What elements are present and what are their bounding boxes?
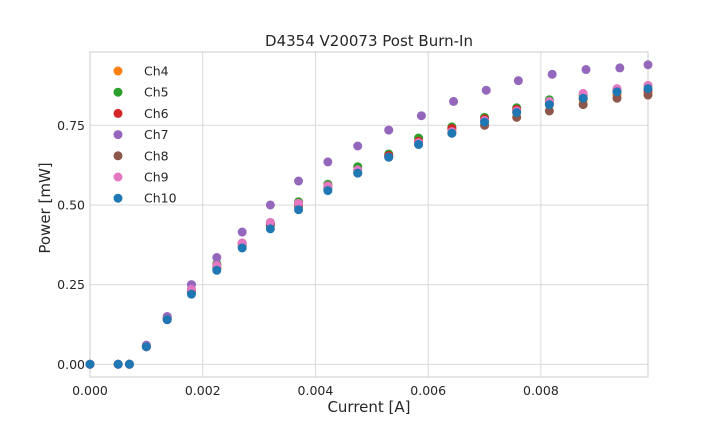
legend-marker-ch8 — [113, 151, 123, 161]
data-point-ch10 — [578, 93, 588, 103]
data-point-ch8 — [544, 106, 554, 116]
data-point-ch7 — [449, 96, 459, 106]
data-point-ch10 — [643, 84, 653, 94]
data-point-ch7 — [481, 85, 491, 95]
legend-label-ch10: Ch10 — [144, 191, 177, 206]
data-point-ch10 — [512, 108, 522, 118]
grid — [89, 52, 648, 377]
data-point-ch10 — [323, 186, 333, 196]
data-point-ch10 — [353, 168, 363, 178]
data-point-ch10 — [480, 117, 490, 127]
data-point-ch10 — [212, 265, 222, 275]
data-point-ch10 — [237, 243, 247, 253]
x-tick-label: 0.000 — [72, 383, 108, 398]
legend-label-ch4: Ch4 — [144, 64, 169, 79]
legend-marker-ch7 — [113, 130, 123, 140]
series-ch10 — [85, 84, 653, 369]
plot-background — [90, 52, 648, 377]
legend-label-ch8: Ch8 — [144, 148, 169, 163]
data-point-ch10 — [544, 100, 554, 110]
y-axis-label: Power [mW] — [36, 162, 54, 253]
legend-label-ch9: Ch9 — [144, 170, 169, 185]
x-tick-label: 0.008 — [523, 383, 559, 398]
data-point-ch10 — [447, 128, 457, 138]
data-point-ch8 — [643, 90, 653, 100]
data-point-ch10 — [186, 289, 196, 299]
data-point-ch9 — [294, 198, 304, 208]
data-point-ch10 — [141, 342, 151, 352]
data-point-ch7 — [513, 76, 523, 86]
data-point-ch7 — [416, 111, 426, 121]
legend: Ch4 Ch5 Ch6 Ch7 Ch8 Ch9 Ch10 — [113, 64, 177, 206]
data-point-ch7 — [265, 200, 275, 210]
legend-marker-ch4 — [113, 66, 123, 76]
legend-label-ch6: Ch6 — [144, 106, 169, 121]
y-tick-label: 0.50 — [57, 197, 85, 212]
data-point-ch10 — [162, 315, 172, 325]
data-point-ch7 — [547, 69, 557, 79]
plot-area: 0.000 0.002 0.004 0.006 0.008 0.00 0.25 0.50 0.7… — [57, 51, 653, 398]
data-point-ch7 — [323, 157, 333, 167]
legend-label-ch7: Ch7 — [144, 127, 169, 142]
y-tick-label: 0.25 — [57, 277, 85, 292]
x-axis-label: Current [A] — [327, 398, 410, 416]
data-point-ch7 — [384, 125, 394, 135]
legend-marker-ch10 — [113, 193, 123, 203]
y-tick-label: 0.00 — [57, 357, 85, 372]
plot-frame — [89, 51, 649, 378]
data-point-ch10 — [124, 359, 134, 369]
legend-marker-ch5 — [113, 87, 123, 97]
data-point-ch10 — [414, 139, 424, 149]
legend-label-ch5: Ch5 — [144, 85, 169, 100]
data-point-ch10 — [113, 359, 123, 369]
y-tick-label: 0.75 — [57, 118, 85, 133]
legend-marker-ch9 — [113, 172, 123, 182]
data-point-ch7 — [212, 253, 222, 263]
tick-labels: 0.000 0.002 0.004 0.006 0.008 0.00 0.25 0.50 0.7… — [57, 118, 559, 398]
data-point-ch7 — [643, 60, 653, 70]
data-point-ch7 — [581, 65, 591, 75]
data-point-ch8 — [578, 100, 588, 110]
data-point-ch7 — [615, 63, 625, 73]
data-point-ch10 — [294, 205, 304, 215]
data-points — [85, 60, 653, 369]
data-point-ch9 — [265, 217, 275, 227]
data-point-ch10 — [265, 224, 275, 234]
data-point-ch10 — [612, 87, 622, 97]
data-point-ch7 — [237, 227, 247, 237]
data-point-ch7 — [353, 141, 363, 151]
x-tick-label: 0.006 — [410, 383, 446, 398]
legend-marker-ch6 — [113, 108, 123, 118]
data-point-ch10 — [85, 359, 95, 369]
data-point-ch10 — [384, 152, 394, 162]
data-point-ch7 — [294, 176, 304, 186]
data-point-ch8 — [612, 93, 622, 103]
x-tick-label: 0.004 — [298, 383, 334, 398]
x-tick-label: 0.002 — [185, 383, 221, 398]
chart-title: D4354 V20073 Post Burn-In — [265, 32, 473, 50]
